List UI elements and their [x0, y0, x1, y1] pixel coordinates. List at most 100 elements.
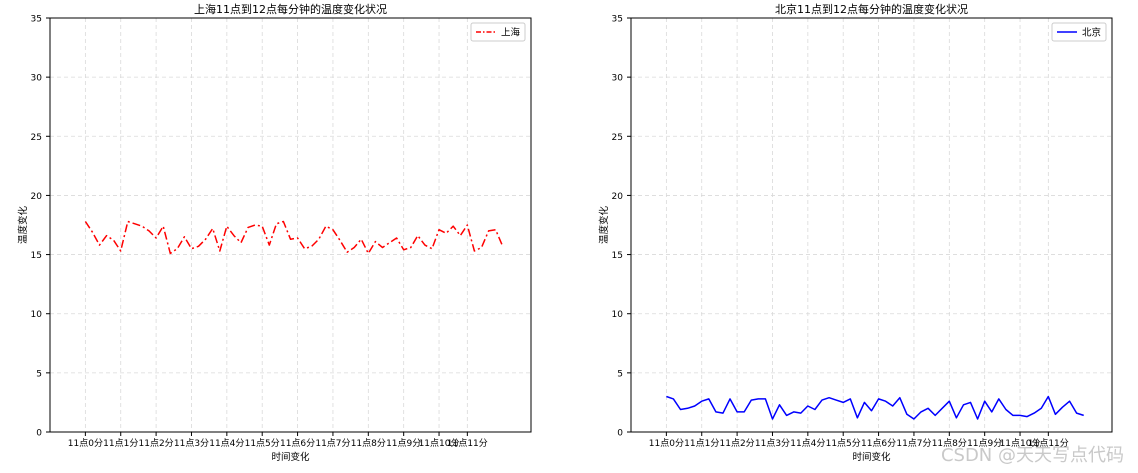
- data-point: [445, 232, 447, 234]
- data-point: [339, 240, 341, 242]
- data-point: [1069, 400, 1071, 402]
- data-point: [353, 247, 355, 249]
- data-point: [920, 411, 922, 413]
- data-point: [92, 231, 94, 233]
- data-point: [360, 238, 362, 240]
- data-point: [1083, 415, 1085, 417]
- data-point: [701, 400, 703, 402]
- x-tick-label: 11点3分: [755, 438, 790, 449]
- data-point: [977, 418, 979, 420]
- y-tick-label: 30: [612, 74, 624, 84]
- x-tick-label: 11点0分: [649, 438, 684, 449]
- x-tick-label: 11点5分: [826, 438, 861, 449]
- data-point: [162, 225, 164, 227]
- legend-box: [470, 22, 526, 42]
- watermark-text: CSDN @天天写点代码: [940, 445, 1124, 466]
- data-point: [134, 223, 136, 225]
- data-point: [871, 410, 873, 412]
- data-point: [736, 411, 738, 413]
- data-point: [666, 396, 668, 398]
- data-point: [466, 224, 468, 226]
- data-point: [1019, 415, 1021, 417]
- data-point: [694, 405, 696, 407]
- x-tick-label: 11点8分: [932, 438, 967, 449]
- data-point: [984, 400, 986, 402]
- data-point: [325, 225, 327, 227]
- data-point: [452, 225, 454, 227]
- data-point: [169, 253, 171, 255]
- data-point: [148, 230, 150, 232]
- data-point: [488, 230, 490, 232]
- data-point: [849, 398, 851, 400]
- data-point: [382, 247, 384, 249]
- x-tick-label: 11点7分: [896, 438, 931, 449]
- data-point: [176, 248, 178, 250]
- data-point: [1076, 412, 1078, 414]
- data-point: [431, 248, 433, 250]
- x-tick-label: 11点9分: [967, 438, 1002, 449]
- x-tick-label: 11点10分: [419, 438, 460, 449]
- data-point: [113, 240, 115, 242]
- data-point: [283, 221, 285, 223]
- data-point: [772, 418, 774, 420]
- data-point: [729, 398, 731, 400]
- data-point: [885, 400, 887, 402]
- x-tick-label: 11点7分: [315, 438, 350, 449]
- data-point: [212, 228, 214, 230]
- data-point: [991, 411, 993, 413]
- data-point: [835, 399, 837, 401]
- data-point: [481, 247, 483, 249]
- data-point: [1062, 406, 1064, 408]
- data-point: [346, 251, 348, 253]
- data-point: [127, 221, 129, 223]
- x-tick-label: 11点5分: [245, 438, 280, 449]
- data-point: [722, 412, 724, 414]
- data-point: [318, 238, 320, 240]
- data-point: [899, 397, 901, 399]
- x-tick-label: 11点4分: [209, 438, 244, 449]
- data-point: [254, 224, 256, 226]
- data-point: [240, 242, 242, 244]
- y-tick-label: 35: [31, 15, 42, 25]
- legend-label: 北京: [1082, 27, 1101, 39]
- y-tick-label: 10: [31, 310, 43, 320]
- y-axis-label: 温度变化: [17, 206, 29, 245]
- y-tick-label: 25: [31, 133, 42, 143]
- data-point: [198, 245, 200, 247]
- data-point: [367, 253, 369, 255]
- data-point: [934, 415, 936, 417]
- y-tick-label: 25: [612, 133, 623, 143]
- x-tick-label: 11点3分: [174, 438, 209, 449]
- data-point: [941, 407, 943, 409]
- y-tick-label: 35: [612, 15, 623, 25]
- y-tick-label: 30: [31, 74, 43, 84]
- data-point: [205, 238, 207, 240]
- data-point: [99, 244, 101, 246]
- data-point: [927, 407, 929, 409]
- x-tick-label: 11点6分: [280, 438, 315, 449]
- x-axis-label: 时间变化: [852, 451, 891, 463]
- data-point: [332, 229, 334, 231]
- y-tick-label: 0: [36, 429, 42, 439]
- data-point: [687, 407, 689, 409]
- x-tick-label: 11点2分: [139, 438, 174, 449]
- data-point: [261, 225, 263, 227]
- x-tick-label: 11点4分: [790, 438, 825, 449]
- data-point: [297, 237, 299, 239]
- y-tick-label: 20: [31, 192, 43, 202]
- data-point: [743, 411, 745, 413]
- data-point: [680, 409, 682, 411]
- data-point: [793, 411, 795, 413]
- data-point: [424, 244, 426, 246]
- data-point: [389, 242, 391, 244]
- data-point: [1040, 407, 1042, 409]
- data-point: [410, 247, 412, 249]
- data-point: [304, 248, 306, 250]
- data-point: [184, 236, 186, 238]
- data-point: [155, 237, 157, 239]
- x-axis-label: 时间变化: [271, 451, 310, 463]
- data-point: [1033, 412, 1035, 414]
- data-point: [396, 237, 398, 239]
- data-point: [474, 250, 476, 252]
